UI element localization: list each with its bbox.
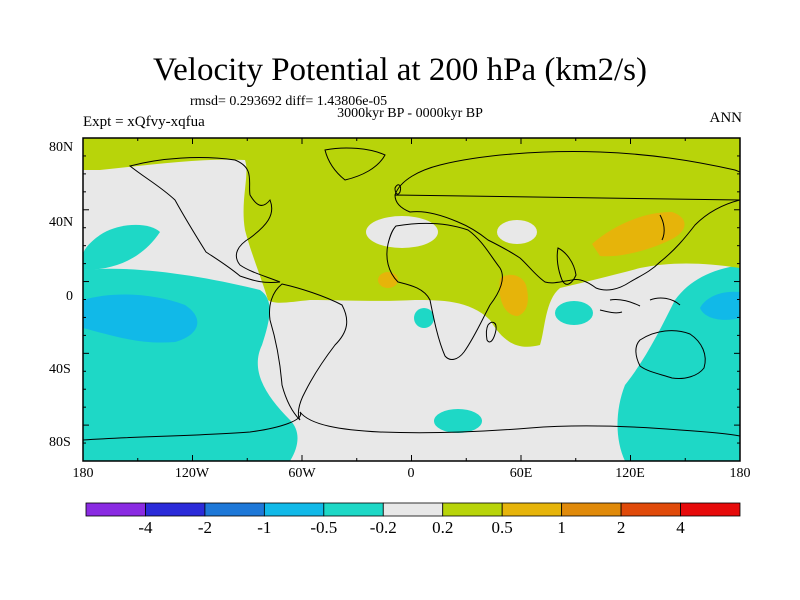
x-tick-label: 60E: [509, 466, 533, 481]
field-neutral-arabia: [497, 220, 537, 244]
colorbar-label: -2: [197, 518, 212, 537]
colorbar-swatch: [145, 502, 206, 517]
colorbar-swatch: [263, 502, 325, 517]
colorbar-label: 0.5: [491, 518, 513, 537]
colorbar-label: 4: [676, 518, 685, 537]
y-tick-label: 0: [66, 289, 73, 304]
velocity-potential-field: [83, 138, 740, 461]
field-neutral-sahara: [366, 216, 438, 248]
colorbar-swatch: [442, 502, 503, 517]
axis-ticks: [82, 137, 741, 462]
coastline-madagascar: [485, 321, 497, 343]
colorbar-swatch: [561, 502, 622, 517]
coastline-eurasia: [394, 151, 740, 291]
colorbar-swatch: [323, 502, 384, 517]
colorbar-label: -1: [257, 518, 272, 537]
field-strong-positive-east-africa: [499, 274, 528, 316]
y-tick-label: 40S: [49, 362, 71, 377]
colorbar-label: 2: [616, 518, 626, 537]
period-label: 3000kyr BP - 0000kyr BP: [337, 106, 483, 121]
colorbar-swatch: [204, 502, 265, 517]
field-strong-positive-east-asia: [592, 212, 685, 257]
y-tick-label: 80S: [49, 435, 71, 450]
x-tick-label: 120W: [174, 466, 210, 481]
colorbar-swatch: [620, 502, 681, 517]
field-strong-negative-east: [700, 291, 740, 320]
field-negative-blob-south: [434, 409, 482, 433]
rmsd-diff-stats: rmsd= 0.293692 diff= 1.43806e-05: [190, 94, 388, 109]
colorbar-swatch: [85, 502, 146, 517]
coastline-australia: [635, 330, 706, 379]
colorbar-swatch: [382, 502, 444, 517]
coastline-greenland: [324, 147, 386, 181]
coastlines: [83, 147, 740, 441]
x-tick-label: 60W: [288, 466, 316, 481]
colorbar-label: -4: [138, 518, 153, 537]
y-tick-label: 40N: [49, 215, 74, 230]
season-label: ANN: [709, 110, 743, 126]
coastline-south-america: [269, 283, 348, 421]
field-negative-blob-atlantic: [414, 308, 434, 328]
colorbar-swatch: [680, 502, 741, 517]
coastline-antarctica: [83, 411, 740, 441]
colorbar-label: -0.2: [369, 518, 397, 537]
x-tick-label: 120E: [615, 466, 645, 481]
map-title: Velocity Potential at 200 hPa (km2/s): [152, 52, 648, 88]
x-tick-label: 0: [407, 466, 415, 481]
coastline-north-america: [128, 157, 281, 283]
coastline-africa: [386, 222, 503, 360]
x-tick-label: 180: [729, 466, 751, 481]
x-tick-label: 180: [72, 466, 94, 481]
colorbar-label: -0.5: [310, 518, 338, 537]
experiment-label: Expt = xQfvy-xqfua: [83, 114, 205, 130]
y-tick-label: 80N: [49, 140, 74, 155]
field-strong-negative-pacific: [83, 294, 198, 343]
coastline-uk: [394, 184, 401, 195]
coastline-japan: [659, 214, 665, 241]
field-negative-blob-indian: [555, 301, 593, 325]
colorbar-label: 0.2: [432, 518, 454, 537]
colorbar-label: 1: [557, 518, 566, 537]
coastline-india: [556, 247, 577, 285]
coastline-indonesia: [599, 297, 681, 314]
field-negative-pacific-west: [83, 224, 160, 270]
colorbar-swatch: [501, 502, 563, 517]
